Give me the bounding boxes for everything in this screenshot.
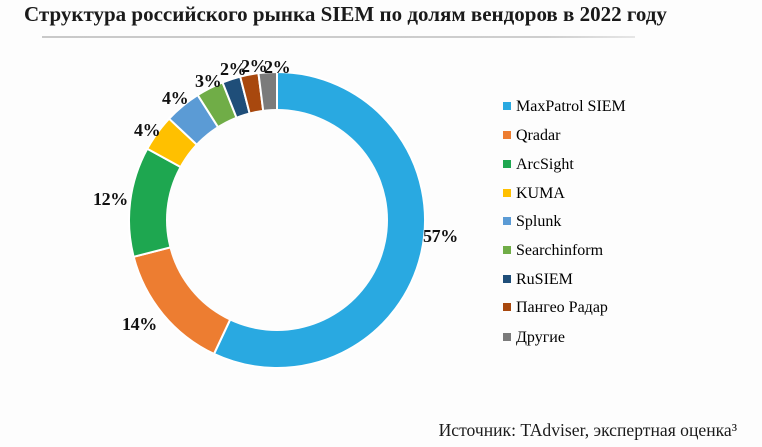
- svg-text:12%: 12%: [93, 189, 128, 209]
- svg-text:2%: 2%: [264, 57, 290, 77]
- svg-text:14%: 14%: [122, 314, 157, 334]
- svg-text:4%: 4%: [162, 88, 188, 108]
- svg-text:2%: 2%: [220, 59, 246, 79]
- svg-text:4%: 4%: [134, 120, 160, 140]
- svg-text:3%: 3%: [195, 71, 221, 91]
- svg-text:57%: 57%: [423, 226, 458, 246]
- svg-text:2%: 2%: [241, 56, 267, 76]
